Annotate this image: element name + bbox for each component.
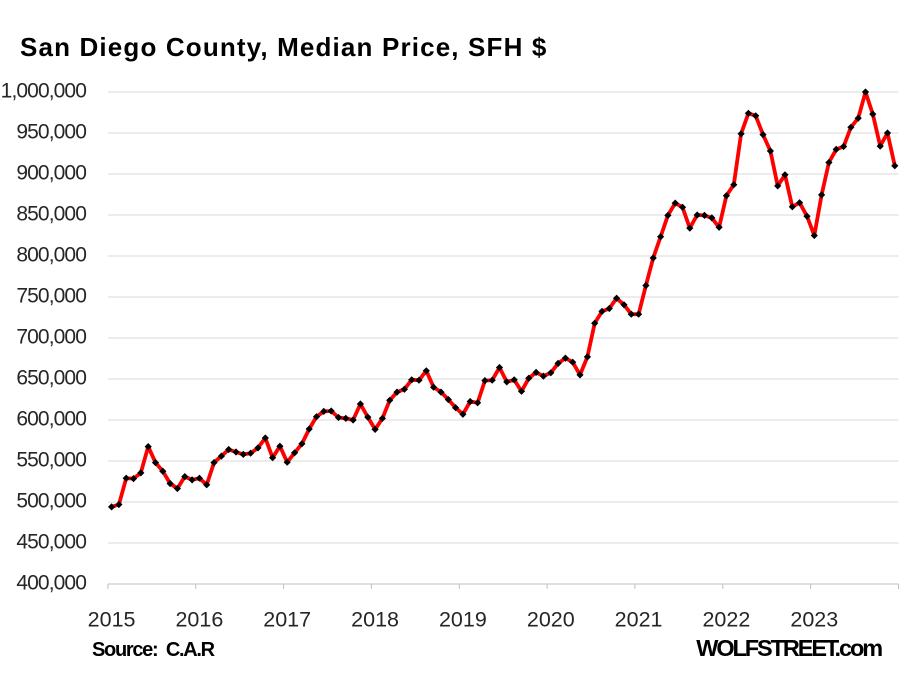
svg-text:600,000: 600,000 <box>16 408 86 431</box>
svg-text:2018: 2018 <box>351 607 399 631</box>
svg-text:400,000: 400,000 <box>16 572 86 595</box>
svg-text:WOLFSTREET.com: WOLFSTREET.com <box>696 635 882 661</box>
svg-text:2019: 2019 <box>439 607 487 631</box>
svg-text:2021: 2021 <box>615 607 663 631</box>
svg-text:700,000: 700,000 <box>16 326 86 349</box>
svg-text:950,000: 950,000 <box>16 121 86 144</box>
svg-text:500,000: 500,000 <box>16 490 86 513</box>
svg-text:1,000,000: 1,000,000 <box>1 80 87 103</box>
svg-text:750,000: 750,000 <box>16 285 86 308</box>
svg-text:800,000: 800,000 <box>16 244 86 267</box>
svg-text:650,000: 650,000 <box>16 367 86 390</box>
svg-text:900,000: 900,000 <box>16 162 86 185</box>
svg-text:2016: 2016 <box>175 607 223 631</box>
svg-text:2022: 2022 <box>702 607 750 631</box>
svg-text:San Diego County, Median Price: San Diego County, Median Price, SFH $ <box>20 32 548 62</box>
svg-text:2020: 2020 <box>527 607 575 631</box>
svg-text:550,000: 550,000 <box>16 449 86 472</box>
svg-text:2017: 2017 <box>263 607 311 631</box>
svg-text:2015: 2015 <box>88 607 136 631</box>
svg-text:2023: 2023 <box>790 607 838 631</box>
svg-text:Source: C.A.R: Source: C.A.R <box>92 639 216 661</box>
svg-text:850,000: 850,000 <box>16 203 86 226</box>
svg-text:450,000: 450,000 <box>16 531 86 554</box>
